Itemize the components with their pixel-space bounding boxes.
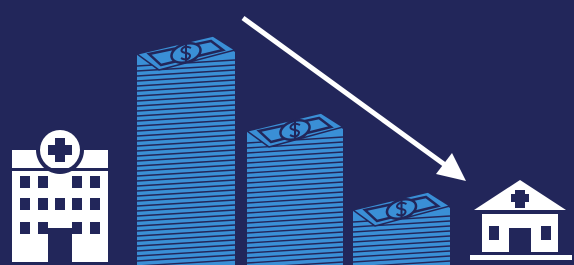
clinic-ground — [470, 255, 572, 260]
hospital-cross-h — [48, 145, 72, 155]
clinic-cross-h — [511, 194, 529, 202]
illustration — [0, 0, 574, 265]
page: (() => { JSON.parse(document.getElementB… — [0, 0, 574, 265]
money-stack — [247, 113, 343, 265]
money-stack — [137, 36, 235, 265]
